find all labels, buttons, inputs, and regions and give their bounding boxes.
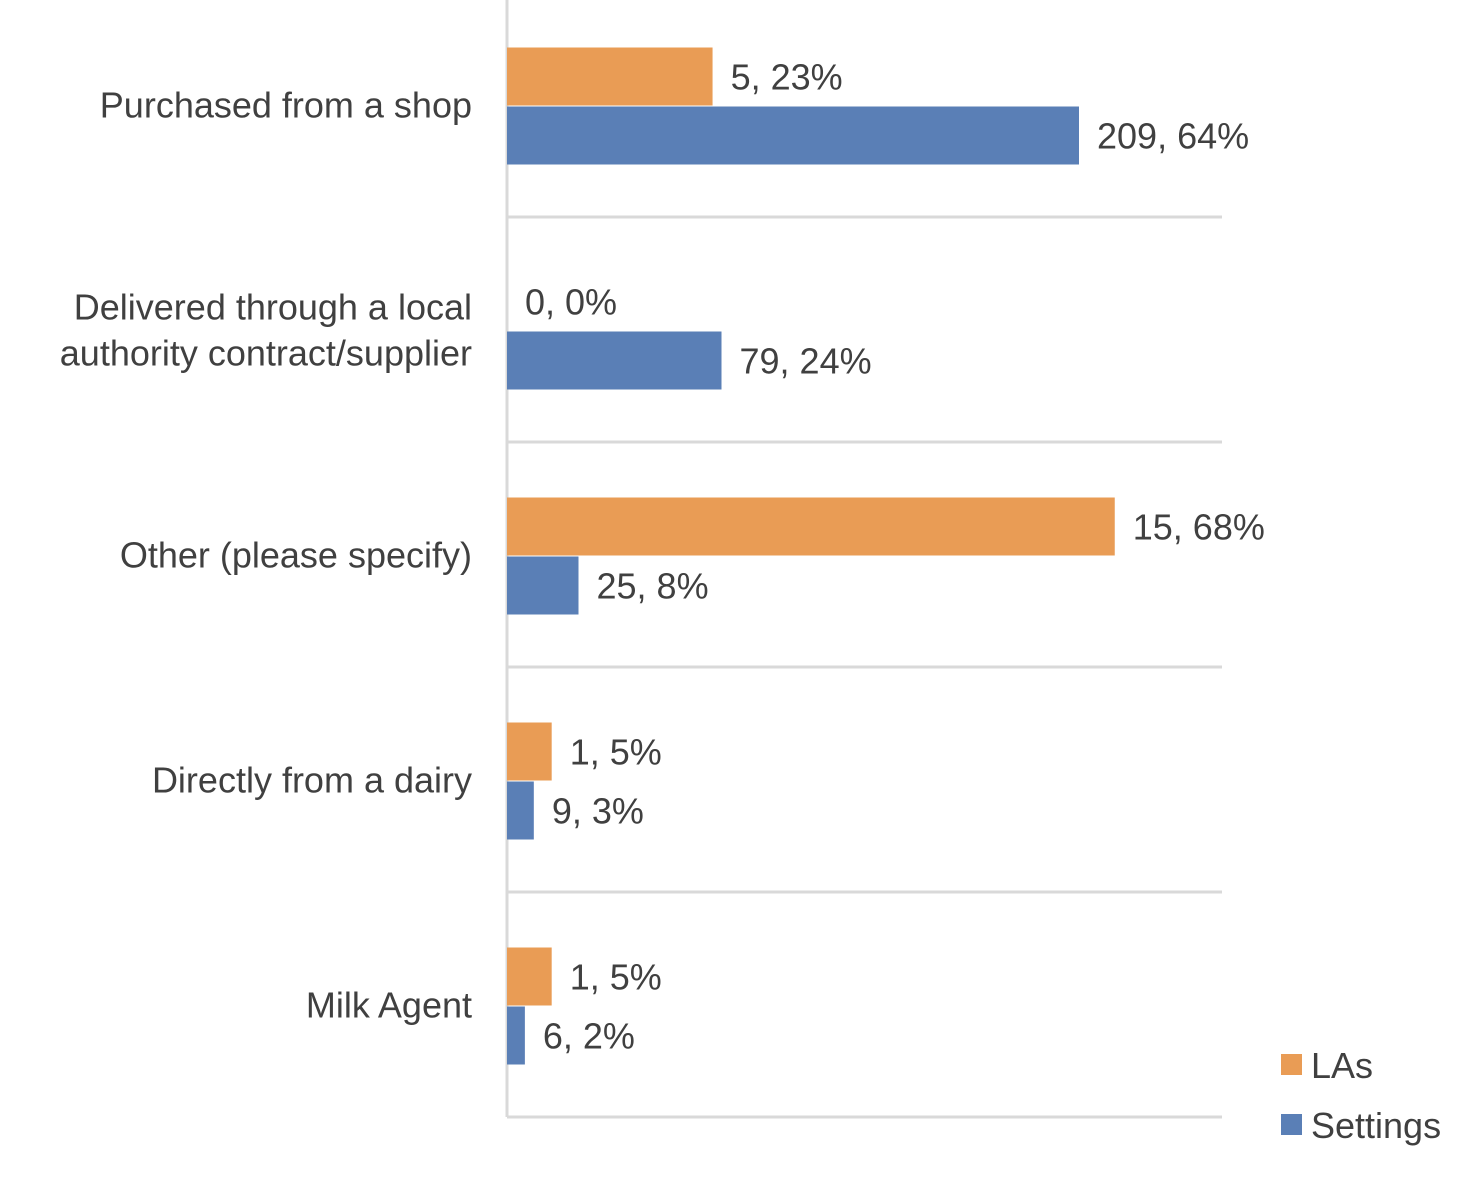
category-label: Milk Agent [306, 985, 472, 1026]
data-label: 9, 3% [552, 791, 644, 832]
legend-label: LAs [1311, 1045, 1373, 1086]
category-label: authority contract/supplier [60, 333, 472, 374]
category-label: Directly from a dairy [152, 760, 472, 801]
data-label: 1, 5% [570, 957, 662, 998]
category-label: Purchased from a shop [100, 85, 472, 126]
category-label: Delivered through a local [74, 287, 472, 328]
data-label: 6, 2% [543, 1016, 635, 1057]
category-label: Other (please specify) [120, 535, 472, 576]
bar-las [507, 947, 552, 1006]
data-label: 79, 24% [740, 341, 872, 382]
bar-settings [507, 556, 579, 615]
bar-las [507, 47, 713, 106]
data-label: 209, 64% [1097, 116, 1249, 157]
legend-swatch-settings [1281, 1114, 1302, 1135]
bar-settings [507, 781, 534, 840]
bar-settings [507, 331, 722, 390]
data-label: 1, 5% [570, 732, 662, 773]
bar-las [507, 497, 1115, 556]
data-label: 15, 68% [1133, 507, 1265, 548]
data-label: 25, 8% [597, 566, 709, 607]
legend-swatch-las [1281, 1054, 1302, 1075]
bar-settings [507, 1006, 525, 1065]
bar-settings [507, 106, 1079, 165]
data-label: 5, 23% [731, 57, 843, 98]
legend-label: Settings [1311, 1105, 1441, 1146]
bar-las [507, 722, 552, 781]
data-label: 0, 0% [525, 282, 617, 323]
